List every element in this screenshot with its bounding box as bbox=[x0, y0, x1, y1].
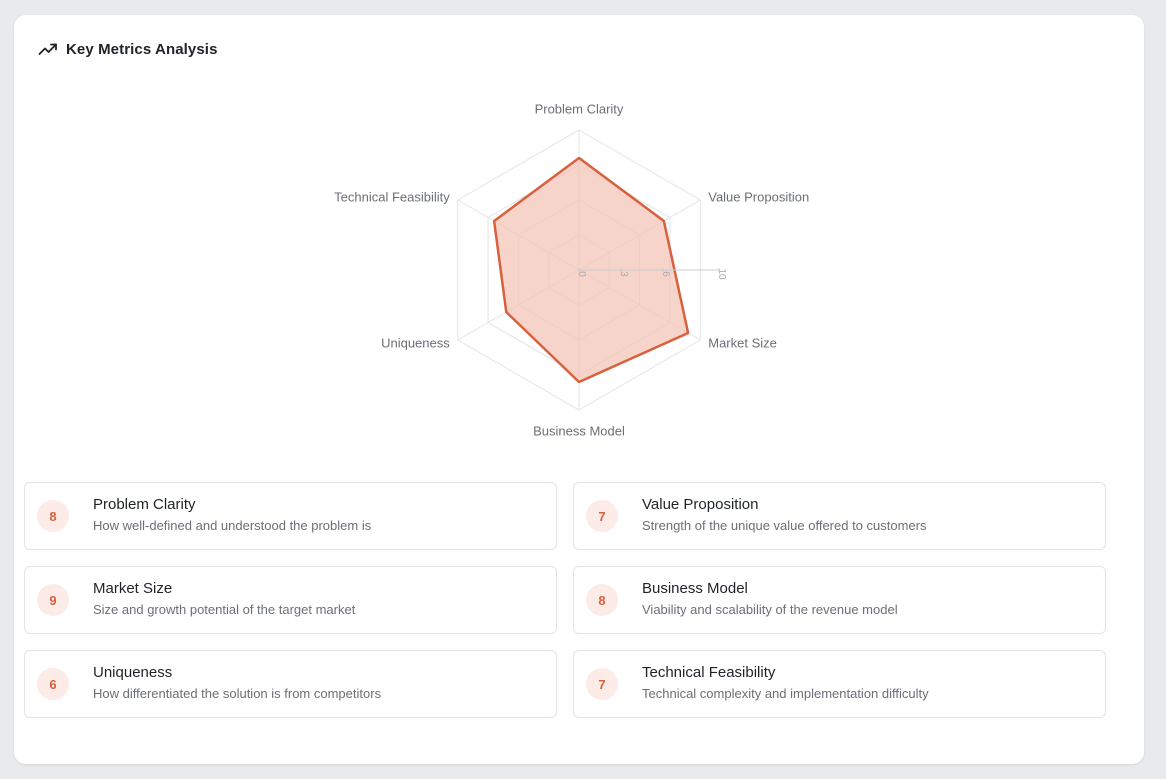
metric-name: Problem Clarity bbox=[93, 496, 196, 513]
tick-label: 0 bbox=[576, 271, 587, 277]
metric-name: Market Size bbox=[93, 580, 173, 597]
axis-label-business-model: Business Model bbox=[533, 423, 625, 438]
metric-name: Business Model bbox=[642, 580, 748, 597]
tick-label: 10 bbox=[716, 268, 727, 280]
metric-card-value-proposition: 7 Value Proposition Strength of the uniq… bbox=[573, 482, 1106, 550]
axis-label-value-proposition: Value Proposition bbox=[708, 189, 809, 204]
metric-description: Technical complexity and implementation … bbox=[642, 686, 929, 701]
score-badge: 7 bbox=[586, 500, 618, 532]
metric-description: How well-defined and understood the prob… bbox=[93, 518, 372, 533]
radar-chart: 0 3 6 10 Problem Clarity Value Proposition Mar… bbox=[334, 101, 809, 438]
metric-card-business-model: 8 Business Model Viability and scalabili… bbox=[573, 566, 1106, 634]
axis-label-problem-clarity: Problem Clarity bbox=[535, 101, 624, 116]
score-badge: 6 bbox=[37, 668, 69, 700]
score-badge: 8 bbox=[37, 500, 69, 532]
metrics-grid: 8 Problem Clarity How well-defined and u… bbox=[24, 482, 1106, 718]
metric-card-technical-feasibility: 7 Technical Feasibility Technical comple… bbox=[573, 650, 1106, 718]
card-title: Key Metrics Analysis bbox=[66, 40, 218, 58]
trending-up-icon bbox=[38, 39, 58, 59]
tick-label: 6 bbox=[660, 271, 671, 277]
axis-label-uniqueness: Uniqueness bbox=[381, 335, 450, 350]
metric-description: Size and growth potential of the target … bbox=[93, 602, 356, 617]
score-badge: 8 bbox=[586, 584, 618, 616]
tick-label: 3 bbox=[618, 271, 629, 277]
card-header: Key Metrics Analysis bbox=[38, 39, 218, 59]
metric-name: Uniqueness bbox=[93, 664, 173, 681]
metric-card-market-size: 9 Market Size Size and growth potential … bbox=[24, 566, 557, 634]
metric-card-uniqueness: 6 Uniqueness How differentiated the solu… bbox=[24, 650, 557, 718]
axis-label-market-size: Market Size bbox=[708, 335, 777, 350]
score-badge: 7 bbox=[586, 668, 618, 700]
score-badge: 9 bbox=[37, 584, 69, 616]
metric-card-problem-clarity: 8 Problem Clarity How well-defined and u… bbox=[24, 482, 557, 550]
axis-label-technical-feasibility: Technical Feasibility bbox=[334, 189, 450, 204]
metric-description: Viability and scalability of the revenue… bbox=[642, 602, 898, 617]
metric-description: Strength of the unique value offered to … bbox=[642, 518, 927, 533]
metric-description: How differentiated the solution is from … bbox=[93, 686, 382, 701]
metric-name: Value Proposition bbox=[642, 496, 759, 513]
metric-name: Technical Feasibility bbox=[642, 664, 776, 681]
